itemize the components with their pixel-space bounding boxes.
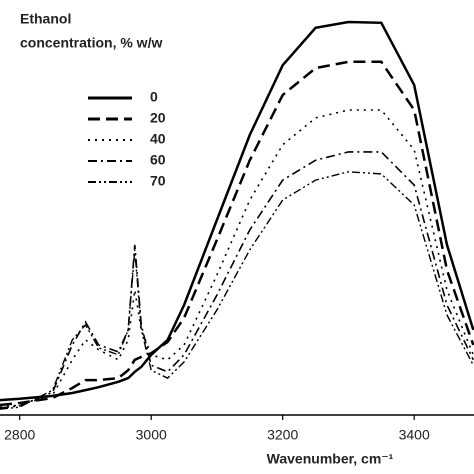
x-tick-label: 2800	[4, 427, 35, 443]
legend-label: 60	[150, 152, 166, 168]
line-series	[0, 151, 474, 409]
legend-title: concentration, % w/w	[20, 35, 162, 51]
line-series	[0, 171, 474, 410]
legend-label: 40	[150, 131, 166, 147]
legend-title: Ethanol	[20, 11, 71, 27]
legend-label: 20	[150, 110, 166, 126]
x-axis-label: Wavenumber, cm⁻¹	[267, 451, 394, 467]
legend-label: 0	[150, 89, 158, 105]
line-series	[0, 109, 474, 408]
line-series	[0, 20, 474, 402]
x-tick-label: 3200	[267, 427, 298, 443]
x-tick-label: 3000	[136, 427, 167, 443]
line-series	[0, 60, 474, 407]
legend-label: 70	[150, 173, 166, 189]
x-tick-label: 3400	[399, 427, 430, 443]
